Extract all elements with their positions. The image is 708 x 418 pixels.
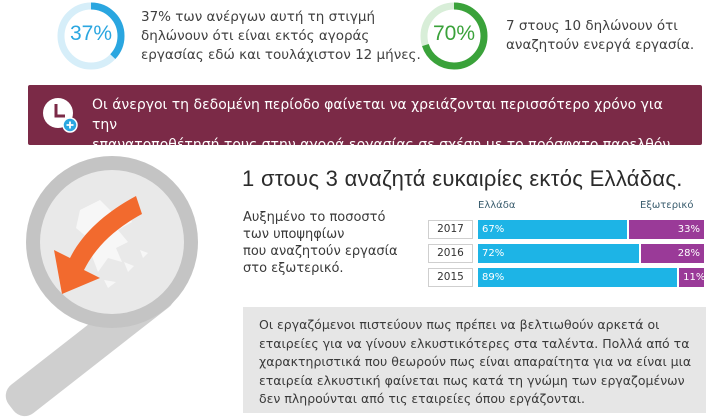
- stat-percent: 70%: [432, 22, 476, 45]
- box-text: Οι εργαζόμενοι πιστεύουν πως πρέπει να β…: [259, 316, 695, 409]
- year-label: 2015: [428, 268, 473, 287]
- sub-line: που αναζητούν εργασία: [243, 244, 398, 259]
- box-line: εταιρείες για να γίνουν ελκυστικότερες σ…: [259, 335, 690, 351]
- stat-line: αναζητούν ενεργά εργασία.: [506, 37, 695, 53]
- stat-percent: 37%: [69, 22, 113, 45]
- sub-line: Αυξημένο το ποσοστό: [243, 210, 386, 225]
- stat-long-term-unemployed: 37% 37% των ανέργων αυτή τη στιγμή δηλών…: [55, 0, 421, 75]
- box-line: χαρακτηριστικά που θεωρούν πως είναι απα…: [259, 354, 692, 369]
- year-label: 2017: [428, 220, 473, 239]
- progress-ring-70-fill: [420, 2, 488, 70]
- progress-ring-70: [420, 2, 488, 70]
- stat-line: δηλώνουν ότι είναι εκτός αγοράς: [141, 28, 370, 44]
- banner-text: Οι άνεργοι τη δεδομένη περίοδο φαίνεται …: [92, 95, 692, 155]
- time-banner: Οι άνεργοι τη δεδομένη περίοδο φαίνεται …: [28, 85, 702, 153]
- year-label: 2016: [428, 244, 473, 263]
- bar-greece: 72%: [478, 244, 639, 263]
- stat-description: 37% των ανέργων αυτή τη στιγμή δηλώνουν …: [141, 8, 421, 65]
- clock-plus-icon: [43, 98, 78, 133]
- bar-abroad: 28%: [640, 244, 704, 263]
- bar-abroad: 33%: [629, 220, 704, 239]
- progress-ring-37-fill: [57, 2, 125, 70]
- stat-line: εργασίας εδώ και τουλάχιστον 12 μήνες.: [141, 47, 421, 63]
- progress-ring-37: [57, 2, 125, 70]
- abroad-search-chart: Ελλάδα Εξωτερικό 2017 67% 33% 2016 72% 28% 201…: [428, 200, 705, 292]
- box-line: Οι εργαζόμενοι πιστεύουν πως πρέπει να β…: [259, 317, 660, 332]
- chart-description: Αυξημένο το ποσοστό των υποψηφίων που αν…: [243, 209, 413, 277]
- legend-greece: Ελλάδα: [478, 200, 516, 211]
- bar-greece: 89%: [478, 268, 678, 287]
- sub-line: στο εξωτερικό.: [243, 261, 344, 276]
- bar-abroad: 11%: [679, 268, 705, 287]
- banner-line: Οι άνεργοι τη δεδομένη περίοδο φαίνεται …: [92, 97, 663, 133]
- bar-greece: 67%: [478, 220, 628, 239]
- headline: 1 στους 3 αναζητά ευκαιρίες εκτός Ελλάδα…: [242, 166, 683, 191]
- stat-line: 7 στους 10 δηλώνουν ότι: [506, 18, 678, 34]
- legend-abroad: Εξωτερικό: [640, 200, 694, 211]
- sub-line: των υποψηφίων: [243, 227, 345, 242]
- magnifier-greece-arrow-icon: [5, 156, 198, 417]
- stat-description: 7 στους 10 δηλώνουν ότι αναζητούν ενεργά…: [506, 17, 706, 55]
- employee-opinion-box: Οι εργαζόμενοι πιστεύουν πως πρέπει να β…: [243, 307, 706, 413]
- stat-line: 37% των ανέργων αυτή τη στιγμή: [141, 9, 376, 25]
- box-line: εταιρεία ελκυστική φαίνεται πως κατά τη …: [259, 372, 685, 388]
- box-line: δεν πληρούνται από τις εταιρείες όπου ερ…: [259, 391, 585, 406]
- stat-active-search: 70% 7 στους 10 δηλώνουν ότι αναζητούν εν…: [418, 0, 708, 75]
- banner-line: επανατοποθέτησή τους στην αγορά εργασίας…: [92, 137, 675, 153]
